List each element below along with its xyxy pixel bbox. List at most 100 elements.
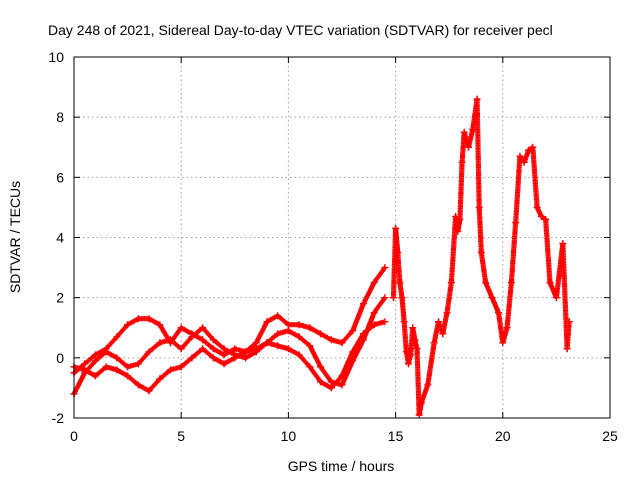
data-point — [134, 381, 142, 389]
data-point — [91, 351, 99, 359]
data-point — [525, 146, 533, 154]
data-point — [263, 339, 271, 347]
data-point — [381, 318, 389, 326]
data-point — [533, 203, 541, 211]
data-point — [156, 321, 164, 329]
data-point — [458, 158, 466, 166]
data-point — [188, 333, 196, 341]
data-point — [415, 411, 423, 419]
data-point — [404, 360, 412, 368]
x-tick-label: 10 — [281, 428, 297, 444]
data-point — [177, 345, 185, 353]
data-point — [306, 324, 314, 332]
data-point — [454, 227, 462, 235]
data-point — [242, 354, 250, 362]
data-point — [284, 321, 292, 329]
data-point — [359, 330, 367, 338]
data-point — [488, 294, 496, 302]
data-point — [295, 351, 303, 359]
data-point — [284, 327, 292, 335]
y-tick-label: 4 — [56, 230, 64, 246]
data-point — [220, 360, 228, 368]
data-point — [209, 336, 217, 344]
y-axis-title: SDTVAR / TECUs — [7, 181, 23, 293]
data-point — [274, 342, 282, 350]
data-point — [263, 318, 271, 326]
data-point — [134, 360, 142, 368]
data-point — [177, 324, 185, 332]
data-point — [512, 218, 520, 226]
data-point — [439, 330, 447, 338]
data-point — [252, 339, 260, 347]
x-tick-label: 15 — [388, 428, 404, 444]
data-point — [252, 345, 260, 353]
data-point — [381, 264, 389, 272]
data-point — [389, 294, 397, 302]
data-point — [396, 279, 404, 287]
data-point — [370, 279, 378, 287]
data-point — [295, 321, 303, 329]
data-point — [349, 327, 357, 335]
data-point — [338, 381, 346, 389]
y-tick-label: 0 — [56, 350, 64, 366]
data-point — [317, 363, 325, 371]
data-point — [220, 345, 228, 353]
data-point — [124, 372, 132, 380]
data-point — [231, 354, 239, 362]
data-point — [220, 351, 228, 359]
data-point — [452, 212, 460, 220]
data-point — [113, 333, 121, 341]
data-point — [565, 318, 573, 326]
data-point — [231, 345, 239, 353]
y-tick-label: 8 — [56, 109, 64, 125]
series-track-4 — [390, 96, 572, 418]
data-point — [370, 321, 378, 329]
data-point — [134, 315, 142, 323]
data-point — [91, 372, 99, 380]
data-point — [447, 279, 455, 287]
data-point — [327, 336, 335, 344]
x-tick-label: 25 — [602, 428, 618, 444]
data-point — [409, 324, 417, 332]
data-point — [177, 363, 185, 371]
chart-title: Day 248 of 2021, Sidereal Day-to-day VTE… — [48, 22, 553, 38]
data-point — [394, 249, 402, 257]
data-point — [434, 318, 442, 326]
y-tick-label: 2 — [56, 290, 64, 306]
data-point — [398, 294, 406, 302]
data-point — [338, 339, 346, 347]
data-point — [306, 342, 314, 350]
x-tick-label: 0 — [70, 428, 78, 444]
data-point — [411, 336, 419, 344]
data-point — [499, 339, 507, 347]
data-point — [359, 300, 367, 308]
data-point — [327, 384, 335, 392]
data-point — [124, 363, 132, 371]
data-point — [430, 339, 438, 347]
data-point — [381, 294, 389, 302]
data-series — [70, 95, 573, 419]
data-point — [520, 158, 528, 166]
data-point — [552, 294, 560, 302]
x-axis-title: GPS time / hours — [288, 458, 395, 474]
data-point — [166, 336, 174, 344]
x-tick-label: 20 — [495, 428, 511, 444]
data-point — [317, 330, 325, 338]
data-point — [166, 366, 174, 374]
data-point — [242, 348, 250, 356]
data-point — [113, 354, 121, 362]
data-point — [456, 215, 464, 223]
data-point — [413, 345, 421, 353]
data-point — [495, 309, 503, 317]
data-point — [402, 348, 410, 356]
plot-area-frame — [73, 56, 611, 419]
data-point — [417, 399, 425, 407]
data-point — [443, 309, 451, 317]
x-tick-label: 5 — [177, 428, 185, 444]
data-point — [542, 215, 550, 223]
data-point — [199, 324, 207, 332]
data-point — [209, 354, 217, 362]
data-point — [400, 318, 408, 326]
data-point — [482, 279, 490, 287]
data-point — [464, 143, 472, 151]
